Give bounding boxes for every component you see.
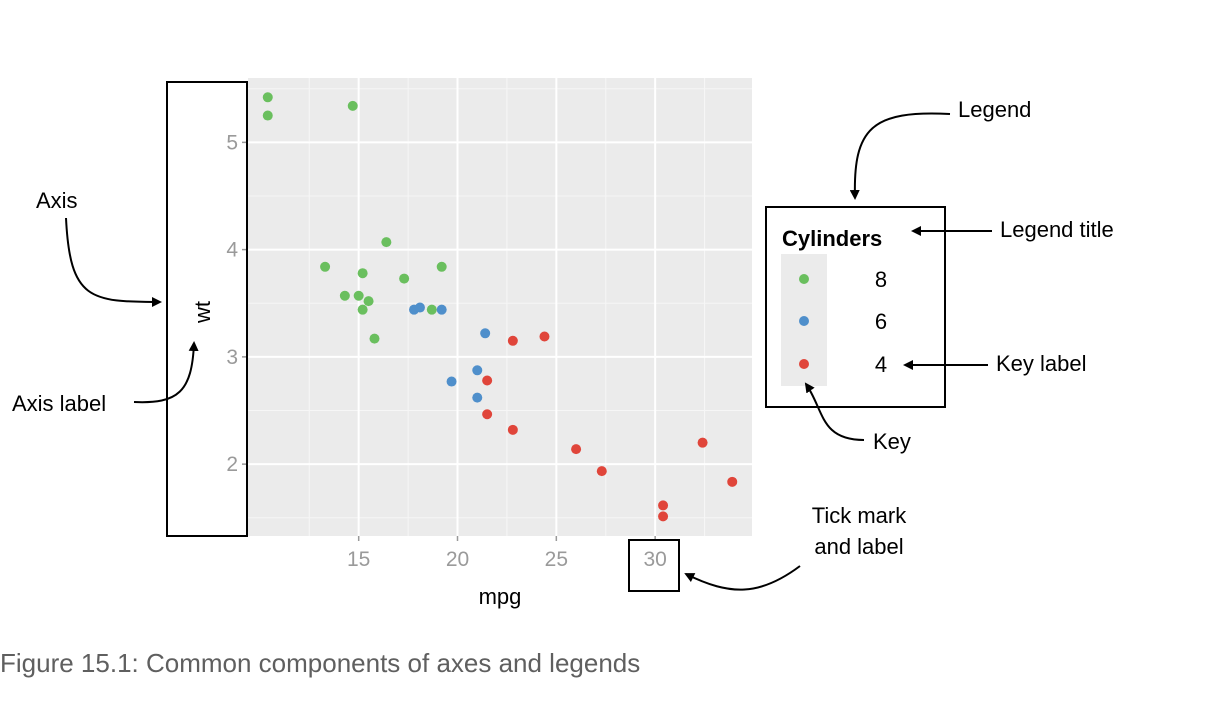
data-point-cyl-6	[472, 392, 483, 403]
data-point-cyl-8	[426, 304, 437, 315]
data-point-cyl-8	[357, 268, 368, 279]
y-tick-label: 5	[226, 131, 238, 154]
legend-key-8	[799, 274, 809, 284]
data-point-cyl-8	[353, 290, 364, 301]
x-tick-label: 30	[643, 548, 666, 571]
data-point-cyl-8	[320, 261, 331, 272]
y-tick-label: 4	[226, 239, 238, 262]
y-tick-label: 2	[226, 453, 238, 476]
data-point-cyl-4	[507, 335, 518, 346]
annotation-tick-mark-line2: and label	[814, 534, 903, 559]
x-axis-label: mpg	[479, 584, 522, 609]
annotation-axis: Axis	[36, 188, 78, 213]
annotation-legend-title: Legend title	[1000, 217, 1114, 242]
legend-label-6: 6	[875, 309, 887, 334]
data-point-cyl-8	[357, 304, 368, 315]
data-point-cyl-6	[472, 365, 483, 376]
legend-label-8: 8	[875, 267, 887, 292]
data-point-cyl-8	[262, 92, 273, 103]
axis-arrow	[65, 217, 162, 307]
data-point-cyl-8	[436, 261, 447, 272]
annotation-tick-mark-line1: Tick mark	[812, 503, 908, 528]
legend-key-4	[799, 359, 809, 369]
data-point-cyl-4	[596, 466, 607, 477]
data-point-cyl-8	[381, 237, 392, 248]
annotation-legend: Legend	[958, 97, 1031, 122]
legend-key-6	[799, 316, 809, 326]
figure-caption: Figure 15.1: Common components of axes a…	[0, 648, 641, 678]
data-points	[262, 92, 738, 522]
axis-highlight-box	[166, 81, 248, 537]
legend-arrow	[849, 112, 951, 200]
data-point-cyl-8	[369, 333, 380, 344]
minor-gridlines	[248, 78, 752, 536]
axis-ticks: 15 20 25 30 2 3 4 5	[226, 131, 667, 571]
data-point-cyl-6	[414, 302, 425, 313]
plot-panel	[248, 78, 752, 536]
data-point-cyl-4	[727, 476, 738, 487]
data-point-cyl-4	[482, 375, 493, 386]
data-point-cyl-6	[446, 376, 457, 387]
annotation-key: Key	[873, 429, 911, 454]
x-tick-label: 20	[446, 548, 469, 571]
key-arrow	[804, 382, 865, 441]
tick-mark-arrow	[684, 565, 801, 591]
data-point-cyl-8	[399, 273, 410, 284]
x-tick-label: 25	[545, 548, 568, 571]
y-tick-label: 3	[226, 346, 238, 369]
major-gridlines	[248, 78, 752, 536]
annotation-axis-label: Axis label	[12, 391, 106, 416]
data-point-cyl-4	[658, 500, 669, 511]
data-point-cyl-6	[436, 304, 447, 315]
data-point-cyl-4	[571, 444, 582, 455]
data-point-cyl-6	[480, 328, 491, 339]
legend-title: Cylinders	[782, 226, 882, 251]
data-point-cyl-4	[697, 437, 708, 448]
data-point-cyl-4	[507, 424, 518, 435]
data-point-cyl-4	[482, 409, 493, 420]
legend-label-4: 4	[875, 352, 887, 377]
data-point-cyl-4	[539, 331, 550, 342]
tick-highlight-box	[628, 539, 680, 592]
data-point-cyl-8	[363, 296, 374, 307]
y-axis-label: wt	[190, 301, 215, 324]
x-tick-label: 15	[347, 548, 370, 571]
data-point-cyl-8	[262, 110, 273, 121]
data-point-cyl-8	[339, 290, 350, 301]
axis-label-arrow	[133, 341, 199, 404]
data-point-cyl-8	[347, 100, 358, 111]
annotation-key-label: Key label	[996, 351, 1087, 376]
data-point-cyl-4	[658, 511, 669, 522]
